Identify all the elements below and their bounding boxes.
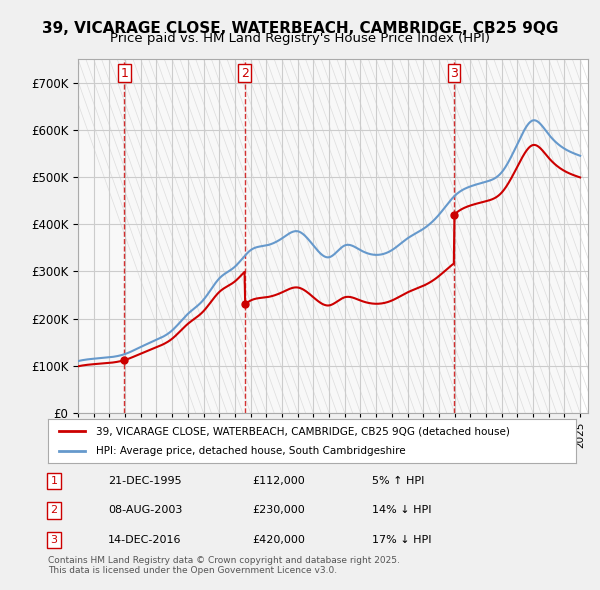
Text: 3: 3 xyxy=(450,67,458,80)
Text: 14-DEC-2016: 14-DEC-2016 xyxy=(108,535,182,545)
Text: £112,000: £112,000 xyxy=(252,476,305,486)
Text: £420,000: £420,000 xyxy=(252,535,305,545)
Text: 1: 1 xyxy=(121,67,128,80)
Text: 39, VICARAGE CLOSE, WATERBEACH, CAMBRIDGE, CB25 9QG: 39, VICARAGE CLOSE, WATERBEACH, CAMBRIDG… xyxy=(42,21,558,35)
Text: Contains HM Land Registry data © Crown copyright and database right 2025.
This d: Contains HM Land Registry data © Crown c… xyxy=(48,556,400,575)
Text: £230,000: £230,000 xyxy=(252,506,305,515)
Text: 08-AUG-2003: 08-AUG-2003 xyxy=(108,506,182,515)
Text: 21-DEC-1995: 21-DEC-1995 xyxy=(108,476,182,486)
Text: HPI: Average price, detached house, South Cambridgeshire: HPI: Average price, detached house, Sout… xyxy=(95,446,405,455)
Text: 5% ↑ HPI: 5% ↑ HPI xyxy=(372,476,424,486)
Text: 14% ↓ HPI: 14% ↓ HPI xyxy=(372,506,431,515)
Text: 3: 3 xyxy=(50,535,58,545)
Text: 39, VICARAGE CLOSE, WATERBEACH, CAMBRIDGE, CB25 9QG (detached house): 39, VICARAGE CLOSE, WATERBEACH, CAMBRIDG… xyxy=(95,427,509,436)
Text: 1: 1 xyxy=(50,476,58,486)
Text: 17% ↓ HPI: 17% ↓ HPI xyxy=(372,535,431,545)
Text: 2: 2 xyxy=(241,67,248,80)
Text: Price paid vs. HM Land Registry's House Price Index (HPI): Price paid vs. HM Land Registry's House … xyxy=(110,32,490,45)
Text: 2: 2 xyxy=(50,506,58,515)
